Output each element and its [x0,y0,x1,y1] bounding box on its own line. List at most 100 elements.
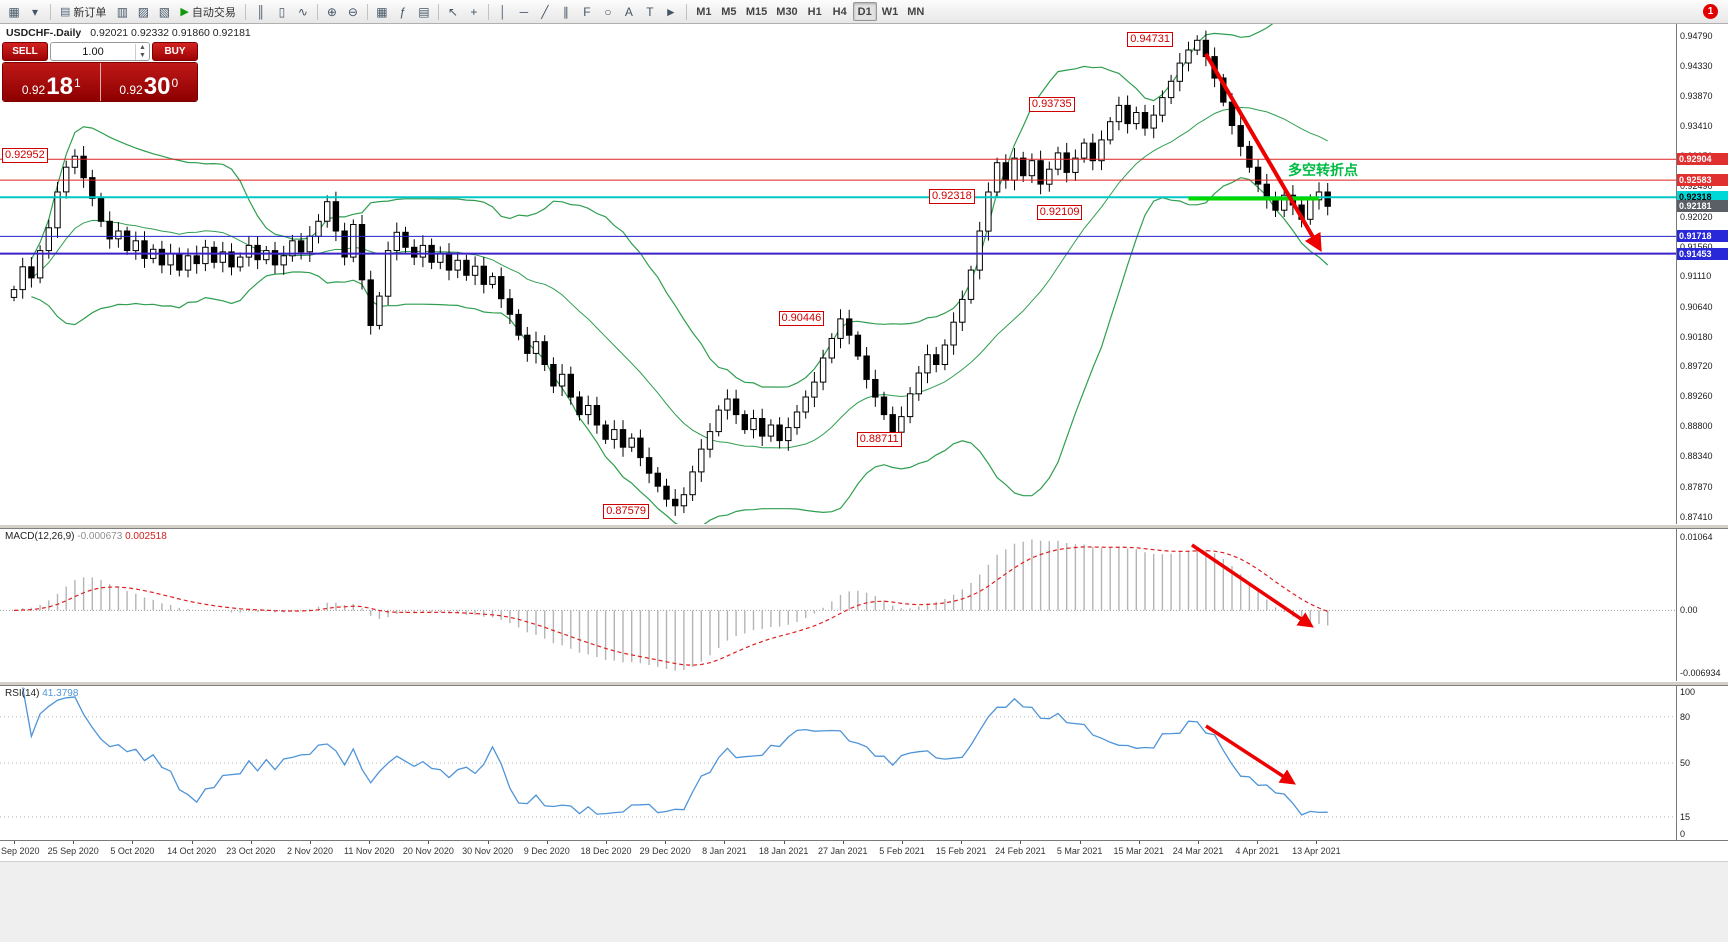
time-tick [250,841,252,844]
fibonacci-icon[interactable]: F [577,2,597,21]
autotrade-label: 自动交易 [191,6,236,19]
price-axis-label: 0.92490 [1680,181,1713,192]
timeframe-h4[interactable]: H4 [828,2,852,21]
panel-splitter[interactable] [0,681,1728,686]
zoom-out-icon[interactable]: ⊖ [343,2,363,21]
chart-note-text[interactable]: 多空转折点 [1288,162,1358,178]
line-chart-icon[interactable]: ∿ [293,2,313,21]
time-tick [369,841,371,844]
chart-price-label[interactable]: 0.90446 [778,311,825,327]
zoom-in-icon[interactable]: ⊕ [322,2,342,21]
price-axis[interactable]: 0.947900.943300.938700.934100.929500.924… [1676,24,1728,524]
time-axis-label: 20 Nov 2020 [402,846,454,856]
timeframe-mn[interactable]: MN [903,2,928,21]
chart-price-label[interactable]: 0.93735 [1028,97,1075,113]
macd-signal-value: 0.002518 [125,531,167,542]
chart-price-label[interactable]: 0.92318 [929,189,975,205]
price-axis-label: 0.87410 [1680,511,1713,522]
new-order-button[interactable]: ▤ 新订单 [56,2,110,21]
rsi-label: RSI(14) 41.3798 [5,688,79,699]
tile-windows-icon[interactable]: ▦ [372,2,392,21]
volume-down-button[interactable]: ▼ [139,51,146,59]
panel-splitter[interactable] [0,524,1728,529]
toolbar-separator [50,3,51,20]
time-axis-label: 27 Jan 2021 [818,846,868,856]
chart-price-label[interactable]: 0.92109 [1036,204,1083,220]
new-chart-icon[interactable]: ▦ [4,2,24,21]
time-axis[interactable]: 15 Sep 2020 25 Sep 2020 5 Oct 2020 14 Oct 2… [0,840,1728,861]
volume-up-button[interactable]: ▲ [139,43,146,51]
volume-spin-buttons: ▲ ▼ [135,43,149,60]
chart-price-label[interactable]: 0.88711 [856,432,902,448]
autotrade-button[interactable]: ▶ 自动交易 [176,2,239,21]
price-badge: 0.92904 [1677,153,1728,166]
market-watch-icon[interactable]: ▥ [112,2,132,21]
bar-chart-icon[interactable]: ║ [251,2,271,21]
vertical-line-icon[interactable]: │ [493,2,513,21]
rsi-value: 41.3798 [42,688,79,699]
timeframe-w1[interactable]: W1 [878,2,903,21]
chart-price-label[interactable]: 0.87579 [603,503,649,519]
time-tick [902,841,903,844]
time-axis-label: 24 Mar 2021 [1172,846,1224,856]
time-axis-label: 29 Dec 2020 [639,846,691,856]
trendline-icon[interactable]: ╱ [535,2,555,21]
time-tick [665,841,667,844]
crosshair-icon[interactable]: + [464,2,484,21]
timeframe-d1[interactable]: D1 [852,2,877,21]
timeframe-m15[interactable]: M15 [742,2,771,21]
indicators-icon[interactable]: ƒ [393,2,413,21]
shapes-icon[interactable]: ○ [598,2,618,21]
volume-value: 1.00 [82,45,104,58]
price-axis-label: 0.89260 [1680,391,1713,402]
chart-window-icons: ▦ ▾ [4,2,45,21]
sell-price[interactable]: 0.92 18 1 [3,63,101,101]
timeframe-m30[interactable]: M30 [772,2,801,21]
navigator-icon[interactable]: ▨ [133,2,153,21]
symbol-title: USDCHF-.Daily [6,27,82,39]
profiles-icon[interactable]: ▾ [25,2,45,21]
label-icon[interactable]: T [640,2,660,21]
time-tick [1020,841,1022,844]
time-tick [132,841,134,844]
chart-price-label[interactable]: 0.94731 [1127,32,1173,48]
terminal-icon[interactable]: ▧ [154,2,174,21]
candlestick-icon[interactable]: ▯ [272,2,292,21]
rsi-axis-label: 80 [1680,711,1691,722]
timeframe-m1[interactable]: M1 [692,2,716,21]
volume-stepper[interactable]: 1.00 ▲ ▼ [50,42,150,61]
macd-axis[interactable]: 0.01064 0.00 -0.006934 [1676,529,1728,681]
timeframe-m5[interactable]: M5 [717,2,741,21]
time-tick [724,841,726,844]
arrow-object-icon[interactable]: ► [661,2,681,21]
price-axis-label: 0.91560 [1680,242,1713,252]
sell-button[interactable]: SELL [2,42,48,61]
sell-price-pip: 1 [73,76,81,90]
horizontal-line-icon[interactable]: ─ [514,2,534,21]
channel-icon[interactable]: ∥ [556,2,576,21]
chart-price-label[interactable]: 0.92952 [2,148,48,164]
time-tick [961,841,963,844]
rsi-canvas[interactable] [0,686,1676,840]
time-tick [1316,841,1318,844]
cursor-icon[interactable]: ↖ [443,2,463,21]
notification-badge[interactable]: 1 [1703,4,1718,19]
timeframe-buttons: M1 M5 M15 M30 H1 H4 D1 W1 MN [692,2,928,21]
templates-icon[interactable]: ▤ [414,2,434,21]
price-axis-label: 0.94790 [1680,31,1713,42]
new-order-icon: ▤ [60,6,71,18]
text-icon[interactable]: A [619,2,639,21]
chart-window: 0.947900.943300.938700.934100.929500.924… [0,24,1728,942]
rsi-axis[interactable]: 100 80 50 15 0 [1676,686,1728,840]
time-tick [191,841,193,844]
main-chart-canvas[interactable] [0,24,1676,524]
macd-canvas[interactable] [0,529,1676,681]
time-axis-label: 15 Sep 2020 [0,846,40,856]
symbol-info: USDCHF-.Daily 0.92021 0.92332 0.91860 0.… [6,27,251,39]
buy-button[interactable]: BUY [152,42,198,61]
timeframe-h1[interactable]: H1 [803,2,827,21]
buy-price[interactable]: 0.92 30 0 [100,63,197,101]
macd-axis-label: 0.01064 [1680,532,1713,542]
price-axis-label: 0.88800 [1680,421,1713,432]
price-axis-label: 0.90180 [1680,331,1713,342]
